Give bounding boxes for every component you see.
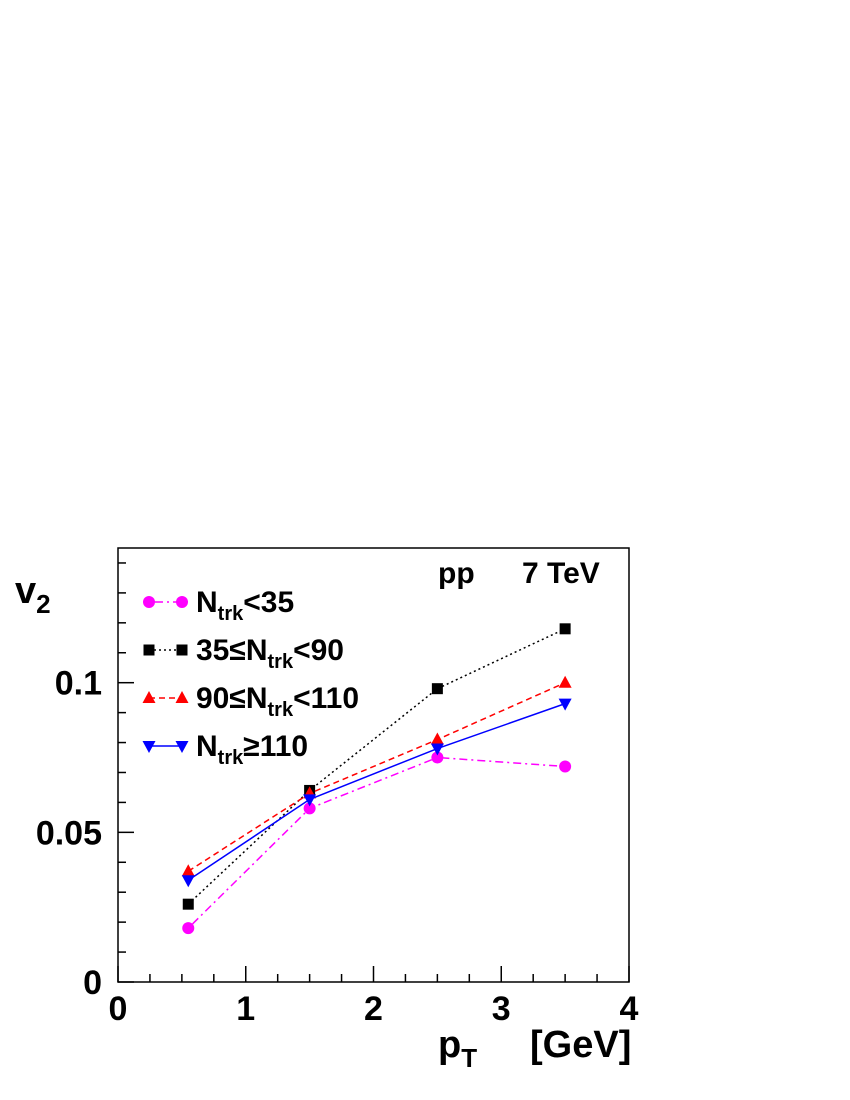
series-layer <box>181 623 572 935</box>
legend-entry-1: 35≤Ntrk<90 <box>143 634 344 673</box>
legend-entry-3: Ntrk≥110 <box>142 730 308 769</box>
legend-label: Ntrk<35 <box>196 586 294 625</box>
legend-marker <box>143 596 155 608</box>
data-point <box>559 623 571 635</box>
annotation-energy: 7 TeV <box>522 557 600 590</box>
axis-ticks: 0 1 2 3 4 0 0.05 0.1 <box>36 562 639 1028</box>
legend-label: 35≤Ntrk<90 <box>196 634 344 673</box>
y-axis-title: v2 <box>15 570 51 619</box>
series-line <box>187 756 566 929</box>
legend-marker <box>142 741 156 753</box>
series-0 <box>182 751 572 935</box>
annotation-system: pp <box>438 557 475 590</box>
data-point <box>182 898 194 910</box>
y-tick-label: 0 <box>83 964 102 1002</box>
x-tick-label: 3 <box>492 990 511 1028</box>
data-point <box>431 683 443 695</box>
x-axis-title: pT <box>438 1024 477 1073</box>
legend-marker <box>142 691 156 703</box>
legend-marker <box>176 596 188 608</box>
data-point <box>558 675 572 688</box>
x-axis-unit: [GeV] <box>530 1024 631 1066</box>
data-point <box>558 698 572 711</box>
data-point <box>181 875 195 888</box>
legend-marker <box>176 644 188 656</box>
x-tick-label: 2 <box>364 990 383 1028</box>
series-line <box>187 682 566 872</box>
legend-label: Ntrk≥110 <box>196 730 308 769</box>
legend-marker <box>175 691 189 703</box>
data-point <box>431 751 444 764</box>
data-point <box>181 864 195 877</box>
y-tick-label: 0.05 <box>36 814 102 852</box>
legend: Ntrk<35 35≤Ntrk<90 90≤Ntrk<110 Ntrk≥110 <box>142 586 359 769</box>
data-point <box>430 732 444 745</box>
x-tick-label: 0 <box>109 990 128 1028</box>
y-tick-label: 0.1 <box>55 665 102 703</box>
legend-label: 90≤Ntrk<110 <box>196 682 359 721</box>
series-3 <box>181 698 572 888</box>
x-tick-label: 1 <box>236 990 255 1028</box>
legend-entry-0: Ntrk<35 <box>143 586 294 625</box>
data-point <box>303 794 317 807</box>
data-point <box>559 760 572 773</box>
x-tick-label: 4 <box>620 990 639 1028</box>
data-point <box>430 743 444 756</box>
series-line <box>187 628 566 905</box>
legend-entry-2: 90≤Ntrk<110 <box>142 682 359 721</box>
data-point <box>182 922 195 935</box>
legend-marker <box>175 741 189 753</box>
data-point <box>303 802 316 815</box>
series-line <box>187 702 566 881</box>
legend-marker <box>143 644 155 656</box>
